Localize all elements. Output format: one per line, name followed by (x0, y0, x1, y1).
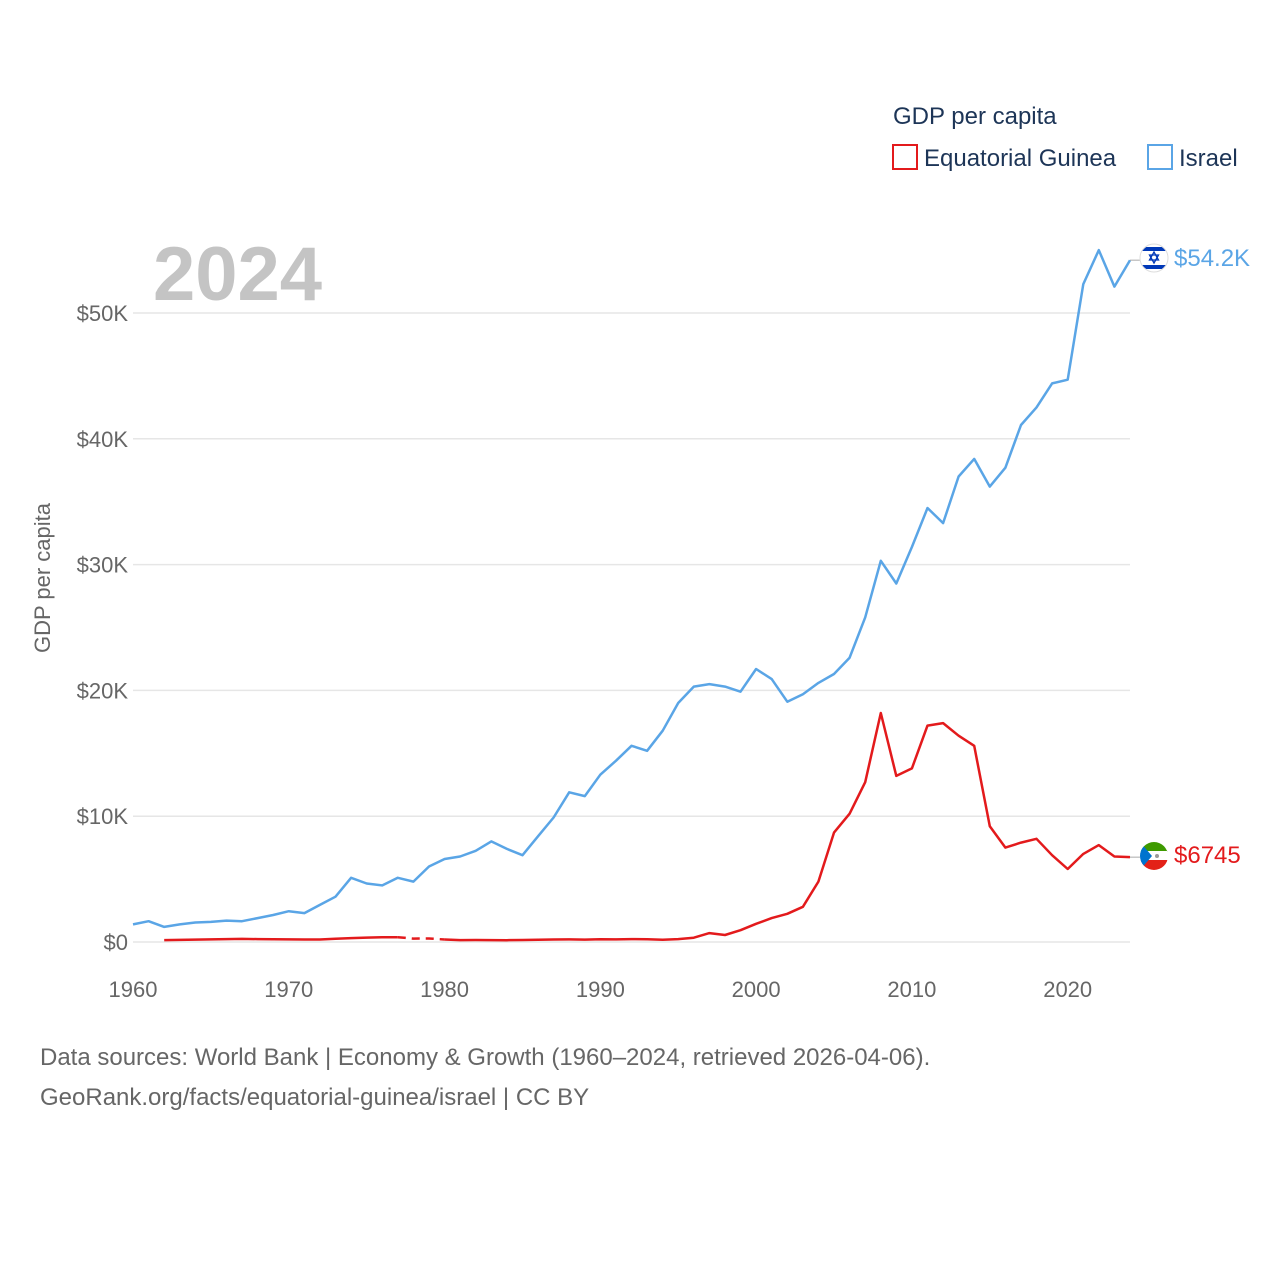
legend-title: GDP per capita (893, 103, 1057, 130)
israel-flag-icon (1139, 243, 1169, 273)
equatorial-guinea-flag-icon (1140, 842, 1168, 870)
legend-item-equatorial-guinea[interactable]: Equatorial Guinea (892, 144, 1117, 172)
x-tick-label: 2020 (1043, 977, 1092, 1002)
y-tick-label: $20K (77, 678, 129, 703)
legend: GDP per capita Equatorial Guinea Israel (892, 103, 1238, 172)
end-value-label-equatorial-guinea: $6745 (1174, 842, 1241, 869)
year-label: 2024 (153, 232, 322, 317)
footer-sources: Data sources: World Bank | Economy & Gro… (40, 1044, 931, 1071)
series-line-equatorial-guinea (444, 711, 1131, 942)
gridlines (133, 312, 1130, 943)
series-gap-equatorial-guinea (397, 935, 445, 941)
x-tick-label: 1990 (576, 977, 625, 1002)
series-israel (132, 248, 1140, 929)
y-tick-label: $0 (104, 930, 128, 955)
series-equatorial-guinea (164, 711, 1140, 942)
x-tick-label: 1980 (420, 977, 469, 1002)
legend-swatch-israel (1147, 144, 1173, 170)
x-tick-label: 1970 (264, 977, 313, 1002)
y-axis-label: GDP per capita (30, 502, 55, 653)
y-axis-ticks: $0 $10K $20K $30K $40K $50K (77, 301, 129, 955)
legend-label-israel: Israel (1179, 145, 1238, 172)
x-tick-label: 1960 (109, 977, 158, 1002)
y-tick-label: $30K (77, 553, 129, 578)
legend-swatch-equatorial-guinea (892, 144, 918, 170)
x-axis-ticks: 1960 1970 1980 1990 2000 2010 2020 (109, 977, 1093, 1002)
x-tick-label: 2000 (732, 977, 781, 1002)
x-tick-label: 2010 (887, 977, 936, 1002)
legend-label-equatorial-guinea: Equatorial Guinea (924, 145, 1117, 172)
legend-item-israel[interactable]: Israel (1147, 144, 1238, 172)
gdp-chart: $0 $10K $20K $30K $40K $50K 1960 1970 1980 1990 2… (30, 103, 1250, 1002)
series-line-israel (132, 248, 1132, 929)
series-line-equatorial-guinea (164, 935, 398, 942)
y-tick-label: $10K (77, 804, 129, 829)
end-value-label-israel: $54.2K (1174, 245, 1250, 272)
series-layer (132, 248, 1140, 942)
y-tick-label: $50K (77, 301, 129, 326)
y-tick-label: $40K (77, 427, 129, 452)
footer-link[interactable]: GeoRank.org/facts/equatorial-guinea/isra… (40, 1084, 590, 1111)
